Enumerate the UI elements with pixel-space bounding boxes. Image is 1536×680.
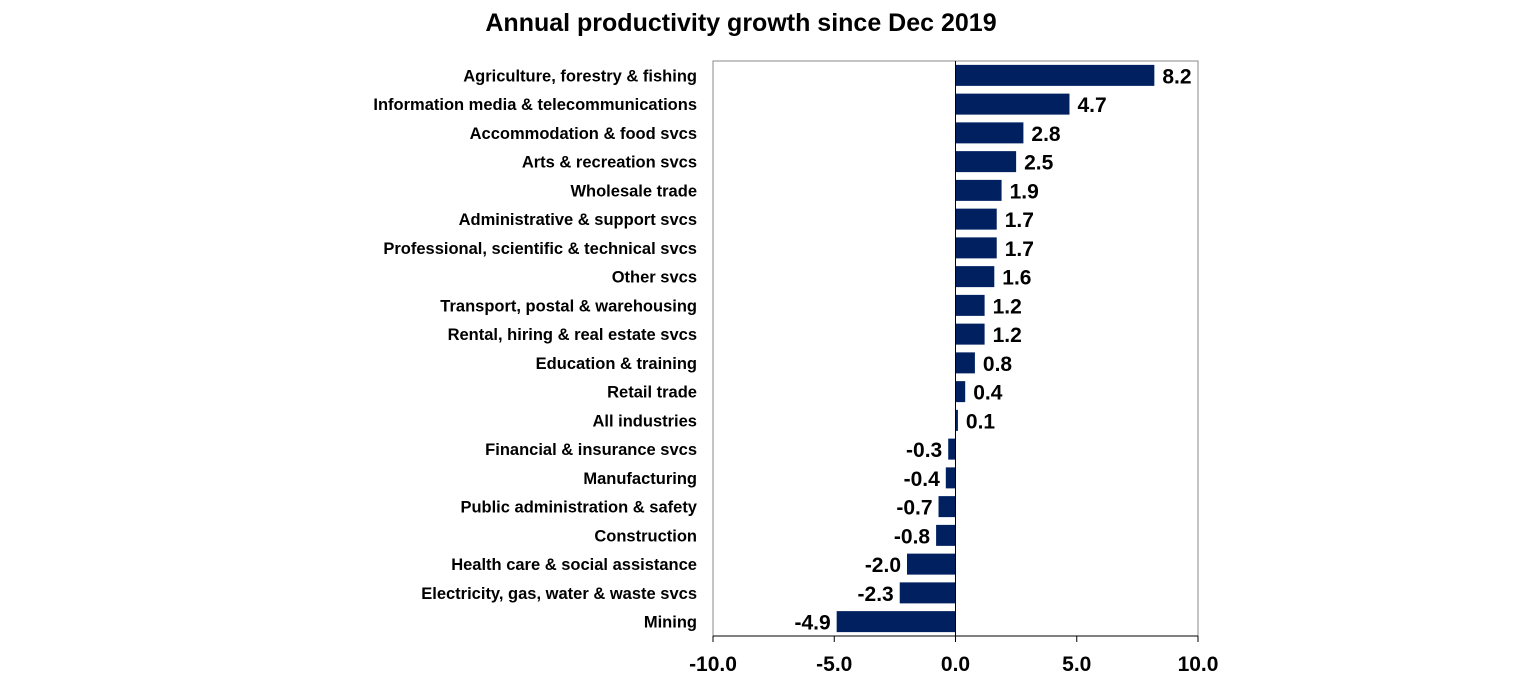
- data-label: 2.8: [1031, 123, 1061, 146]
- category-label: Professional, scientific & technical svc…: [383, 240, 697, 258]
- data-label: -0.4: [904, 468, 941, 491]
- data-label: -0.3: [906, 439, 942, 462]
- category-label: Administrative & support svcs: [459, 211, 697, 229]
- x-tick-label: -5.0: [816, 653, 852, 676]
- data-label: 1.2: [993, 324, 1022, 347]
- data-label: 0.4: [973, 382, 1003, 405]
- bar: [836, 611, 956, 633]
- bar: [955, 93, 1070, 115]
- bar: [955, 208, 997, 230]
- data-label: 1.6: [1002, 267, 1031, 290]
- data-label: 8.2: [1162, 65, 1191, 88]
- bar: [955, 122, 1024, 144]
- data-label: 1.9: [1010, 180, 1039, 203]
- category-label: Retail trade: [607, 384, 697, 402]
- data-label: -0.8: [894, 525, 931, 548]
- category-label: All industries: [592, 412, 697, 430]
- data-label: 2.5: [1024, 152, 1054, 175]
- category-label: Other svcs: [612, 269, 697, 287]
- category-label: Financial & insurance svcs: [485, 441, 697, 459]
- category-label: Public administration & safety: [460, 499, 697, 517]
- data-label: -2.0: [865, 554, 901, 577]
- category-label: Electricity, gas, water & waste svcs: [421, 585, 697, 603]
- x-tick-label: 0.0: [941, 653, 970, 676]
- category-label: Wholesale trade: [570, 182, 697, 200]
- bar: [955, 237, 997, 259]
- bar: [899, 582, 956, 604]
- bar: [955, 179, 1002, 201]
- bar: [955, 409, 958, 431]
- bar: [955, 323, 985, 345]
- data-label: -0.7: [896, 497, 932, 520]
- data-label: -2.3: [858, 583, 894, 606]
- bar: [948, 438, 956, 460]
- data-label: 1.7: [1005, 238, 1034, 261]
- data-label: 1.2: [993, 295, 1022, 318]
- bar: [955, 266, 995, 288]
- category-label: Accommodation & food svcs: [470, 125, 697, 143]
- category-label: Health care & social assistance: [451, 556, 697, 574]
- data-label: -4.9: [794, 612, 830, 635]
- bar: [955, 381, 966, 403]
- category-label: Rental, hiring & real estate svcs: [448, 326, 697, 344]
- category-label: Construction: [594, 527, 697, 545]
- bar: [936, 524, 956, 546]
- data-label: 0.8: [983, 353, 1013, 376]
- data-label: 1.7: [1005, 209, 1034, 232]
- category-label: Mining: [644, 614, 697, 632]
- category-label: Education & training: [536, 355, 697, 373]
- bar: [938, 496, 956, 518]
- category-label: Information media & telecommunications: [373, 96, 697, 114]
- data-label: 4.7: [1077, 94, 1106, 117]
- category-label: Arts & recreation svcs: [522, 154, 697, 172]
- chart-title: Annual productivity growth since Dec 201…: [485, 9, 996, 37]
- bar: [955, 294, 985, 316]
- category-label: Transport, postal & warehousing: [440, 297, 697, 315]
- x-tick-label: 10.0: [1178, 653, 1219, 676]
- x-tick-label: -10.0: [689, 653, 737, 676]
- bar: [955, 151, 1017, 173]
- category-label: Manufacturing: [583, 470, 697, 488]
- category-label: Agriculture, forestry & fishing: [463, 67, 697, 85]
- bar: [955, 64, 1155, 86]
- x-tick-label: 5.0: [1062, 653, 1091, 676]
- bar: [955, 352, 975, 374]
- data-label: 0.1: [966, 410, 996, 433]
- bar: [907, 553, 956, 575]
- bar: [945, 467, 956, 489]
